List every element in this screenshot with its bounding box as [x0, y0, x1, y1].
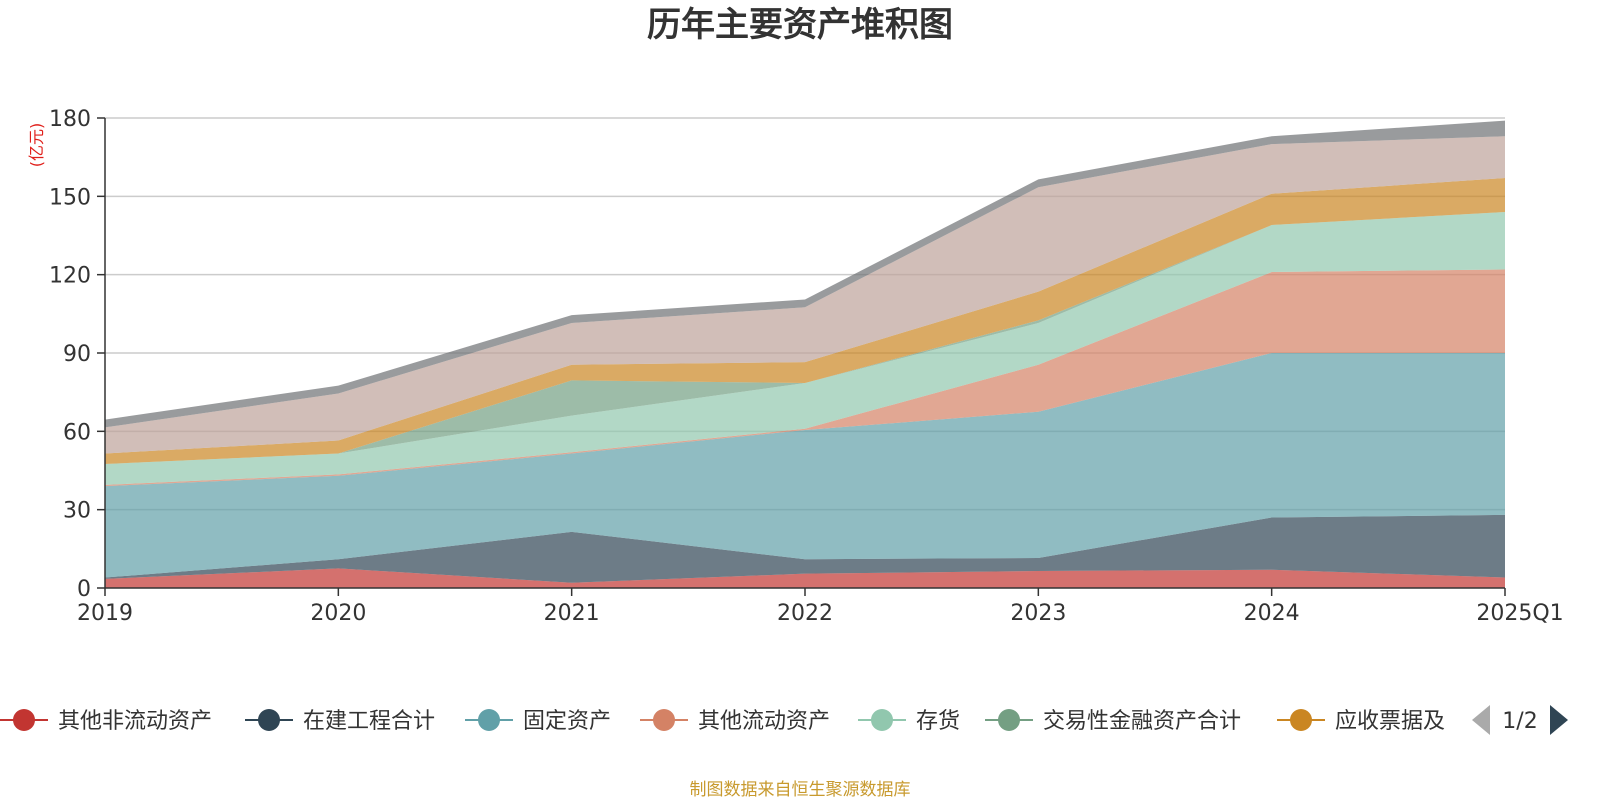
legend-label: 存货 [916, 709, 960, 734]
legend-item[interactable]: 存货 [858, 709, 960, 734]
legend-marker [258, 709, 280, 731]
legend-marker [478, 709, 500, 731]
legend-marker [1290, 709, 1312, 731]
y-tick-label: 180 [49, 107, 91, 132]
area-series-1 [105, 514, 1505, 583]
y-axis-unit: (亿元) [27, 123, 46, 168]
y-tick-label: 120 [49, 264, 91, 289]
y-tick-label: 90 [63, 342, 91, 367]
x-tick-label: 2019 [77, 601, 133, 626]
legend-next-icon[interactable] [1550, 705, 1568, 735]
area-series-3 [105, 269, 1505, 487]
legend-label: 应收票据及 [1335, 709, 1445, 734]
legend-label: 其他非流动资产 [58, 709, 212, 734]
legend-label: 其他流动资产 [698, 709, 830, 734]
legend-item[interactable]: 应收票据及 [1277, 709, 1445, 734]
legend-item[interactable]: 在建工程合计 [245, 709, 435, 734]
legend-marker [871, 709, 893, 731]
x-tick-label: 2020 [310, 601, 366, 626]
area-series-6 [105, 178, 1505, 464]
legend-label: 在建工程合计 [303, 709, 435, 734]
legend[interactable]: 其他非流动资产 在建工程合计 固定资产 其他流动资产 存货 交易性金融资产合计 应收票据及 1… [0, 705, 1568, 735]
chart-title: 历年主要资产堆积图 [647, 5, 953, 45]
area-series-0 [105, 568, 1505, 588]
y-tick-label: 60 [63, 420, 91, 445]
area-series-4 [105, 212, 1505, 485]
legend-marker [653, 709, 675, 731]
x-tick-label: 2021 [544, 601, 600, 626]
y-tick-label: 30 [63, 499, 91, 524]
source-note: 制图数据来自恒生聚源数据库 [690, 780, 911, 800]
area-series-2 [105, 353, 1505, 578]
legend-marker [998, 709, 1020, 731]
area-series-8 [105, 120, 1505, 428]
legend-page-indicator: 1/2 [1502, 709, 1537, 734]
x-tick-label: 2023 [1010, 601, 1066, 626]
y-tick-label: 150 [49, 185, 91, 210]
area-series-7 [105, 136, 1505, 454]
legend-item[interactable]: 固定资产 [465, 709, 611, 734]
x-tick-label: 2025Q1 [1476, 601, 1563, 626]
y-tick-label: 0 [77, 577, 91, 602]
legend-label: 交易性金融资产合计 [1043, 709, 1241, 734]
area-series [105, 120, 1505, 588]
x-tick-label: 2022 [777, 601, 833, 626]
legend-label: 固定资产 [523, 709, 611, 734]
legend-prev-icon[interactable] [1472, 705, 1490, 735]
legend-marker [13, 709, 35, 731]
legend-item[interactable]: 交易性金融资产合计 [985, 709, 1241, 734]
x-tick-label: 2024 [1244, 601, 1300, 626]
legend-item[interactable]: 其他非流动资产 [0, 709, 212, 734]
axes: 0 30 60 90 120 150 180 2019 2020 2021 2022 2023 2024… [49, 107, 1564, 626]
legend-item[interactable]: 其他流动资产 [640, 709, 830, 734]
